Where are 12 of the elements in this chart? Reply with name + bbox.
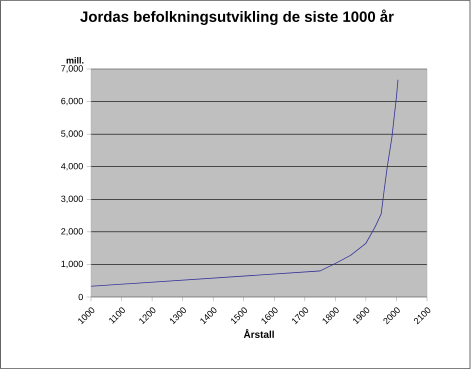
chart-title: Jordas befolkningsutvikling de siste 1000 år xyxy=(80,10,394,25)
y-tick-label: 2,000 xyxy=(61,228,83,236)
y-tick-label: 7,000 xyxy=(61,65,83,73)
y-tick-label: 0 xyxy=(78,294,83,300)
y-tick-label: 3,000 xyxy=(61,196,83,203)
y-tick-label: 4,000 xyxy=(61,163,83,170)
y-tick-label: 1,000 xyxy=(61,260,83,268)
line-series xyxy=(91,79,398,287)
y-tick-label: 5,000 xyxy=(61,130,83,138)
y-axis-title: mill. xyxy=(66,56,84,64)
x-axis-title: Årstall xyxy=(244,329,274,338)
y-tick-label: 6,000 xyxy=(61,98,83,106)
